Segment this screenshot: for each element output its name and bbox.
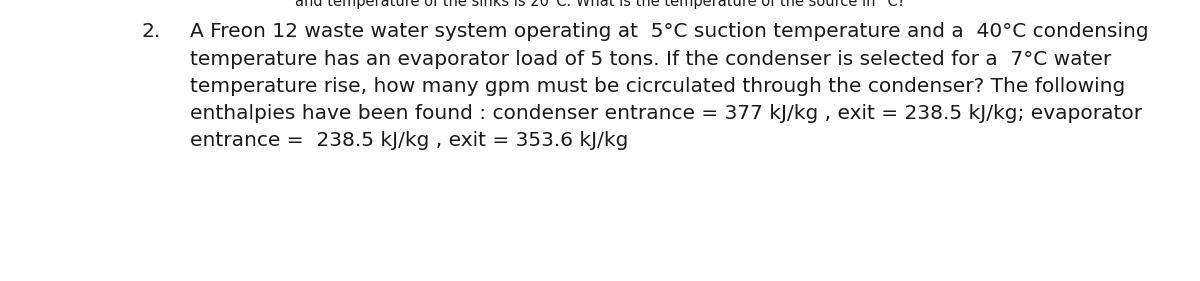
Text: and temperature of the sinks is 20°C. What is the temperature of the source in °: and temperature of the sinks is 20°C. Wh… xyxy=(295,0,905,9)
Text: A Freon 12 waste water system operating at  5°C suction temperature and a  40°C : A Freon 12 waste water system operating … xyxy=(190,22,1148,151)
Text: 2.: 2. xyxy=(142,22,161,42)
